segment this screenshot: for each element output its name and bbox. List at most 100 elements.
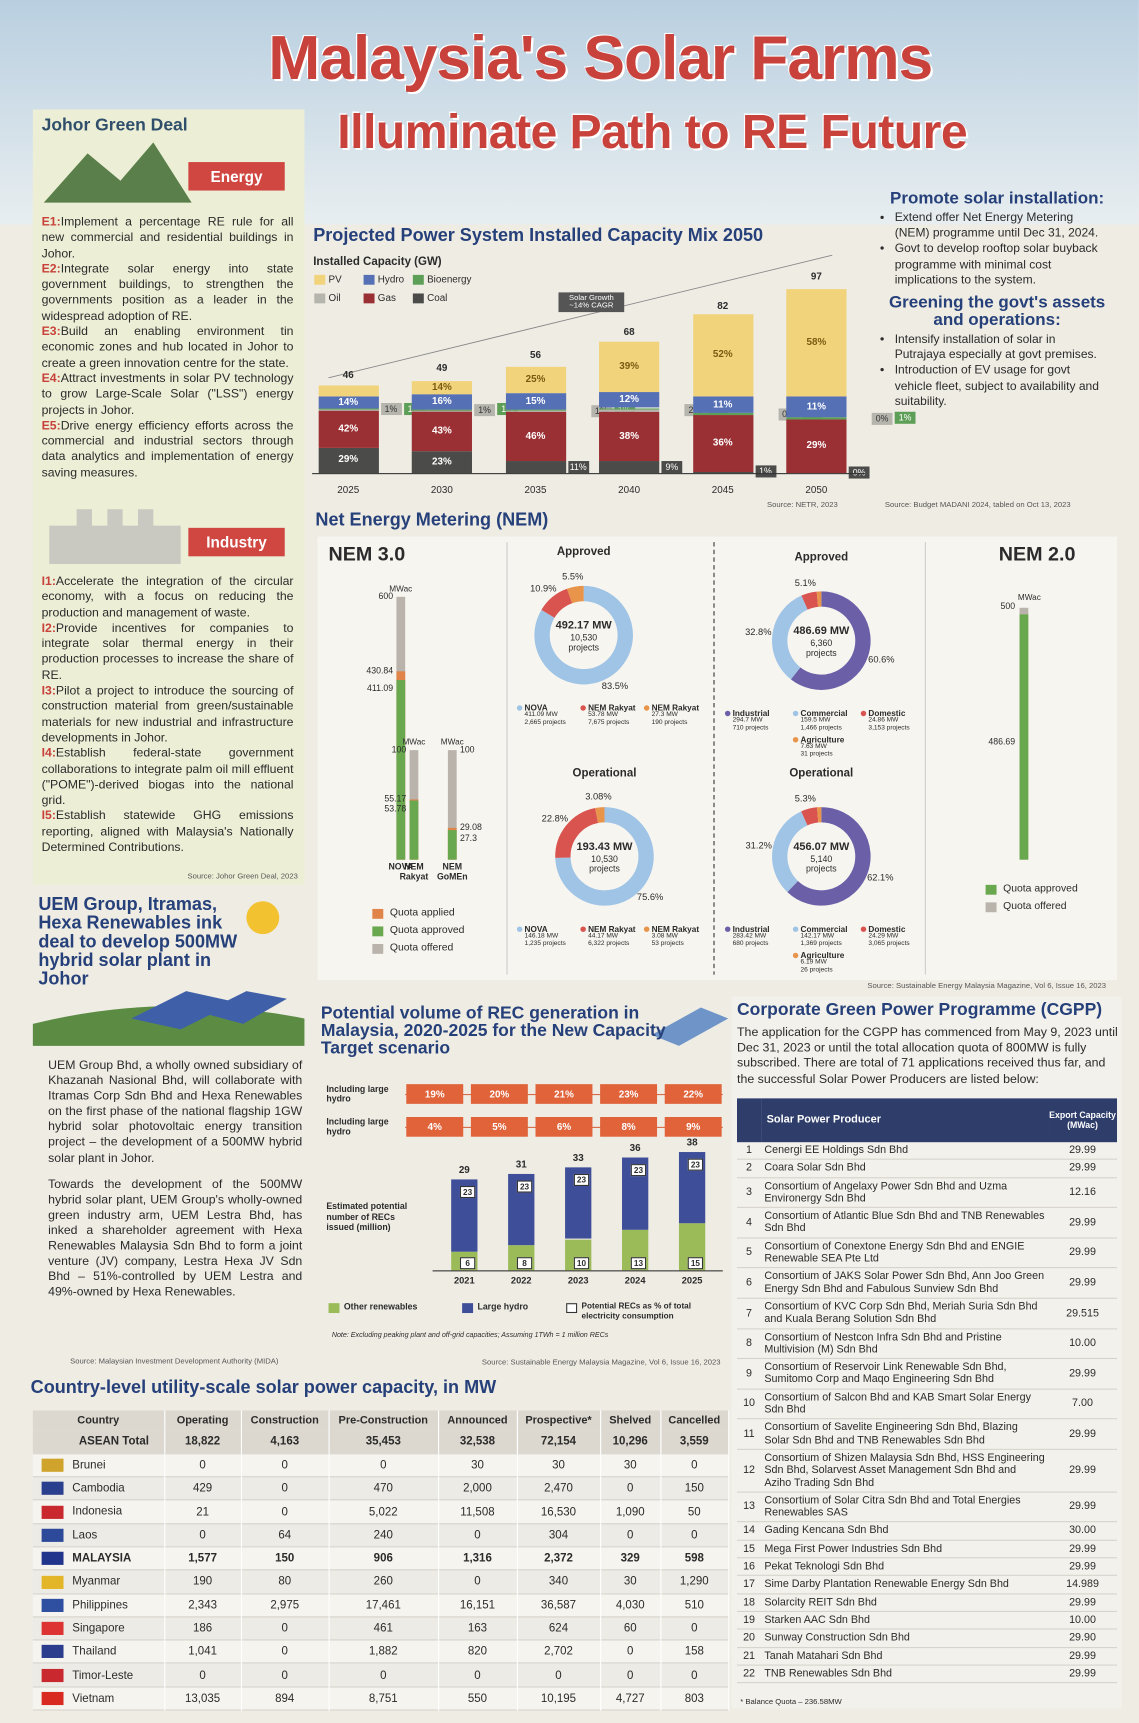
bar-segment xyxy=(505,461,565,473)
table-cell: 64 xyxy=(241,1523,329,1546)
table-cell: 29.99 xyxy=(1048,1665,1117,1683)
header-cell: Pre-Construction xyxy=(329,1410,439,1430)
value-label: 411.09 xyxy=(344,683,393,693)
table-row: Vietnam13,0358948,75155010,1954,727803 xyxy=(33,1687,728,1710)
cell-text: Brunei xyxy=(72,1458,105,1471)
table-row: 5Consortium of Conextone Energy Sdn Bhd … xyxy=(737,1238,1117,1268)
note: Note: Excluding peaking plant and off-gr… xyxy=(332,1332,608,1340)
table-cell: 13 xyxy=(737,1492,761,1522)
total-label: 38 xyxy=(679,1136,705,1147)
table-cell: 624 xyxy=(517,1617,600,1640)
table-cell: 29.99 xyxy=(1048,1492,1117,1522)
table-cell: 0 xyxy=(241,1640,329,1663)
cell-text: 64 xyxy=(278,1529,291,1542)
cell-text: Indonesia xyxy=(72,1505,122,1518)
cell-text: 0 xyxy=(691,1459,697,1472)
cell-text: 60 xyxy=(624,1622,637,1635)
item-text: Provide incentives for companies to inte… xyxy=(42,622,294,682)
x-tick-label: 2024 xyxy=(618,1275,653,1286)
x-tick-label: 2030 xyxy=(420,484,464,495)
table-cell: 186 xyxy=(164,1617,241,1640)
table-cell: 29.515 xyxy=(1048,1298,1117,1328)
cell-text: 894 xyxy=(275,1692,294,1705)
table-row: 11Consortium of Savelite Engineering Sdn… xyxy=(737,1419,1117,1449)
table-cell: 461 xyxy=(329,1617,439,1640)
bar-segment xyxy=(318,410,378,411)
value-label: 23 xyxy=(688,1158,703,1170)
item-code: I5: xyxy=(42,810,56,823)
table-cell: Consortium of Conextone Energy Sdn Bhd a… xyxy=(761,1238,1048,1268)
table-cell: 22 xyxy=(737,1665,761,1683)
table-row: Indonesia2105,02211,50816,5301,09050 xyxy=(33,1500,728,1523)
notes-heading: Promote solar installation: xyxy=(885,191,1109,209)
cell-text: 2,470 xyxy=(544,1482,573,1495)
section-title: Net Energy Metering (NEM) xyxy=(315,510,548,531)
cell-text: 186 xyxy=(193,1622,212,1635)
cell-text: 3,559 xyxy=(680,1435,709,1448)
donut-segment xyxy=(805,599,818,602)
cell-text: 1,577 xyxy=(188,1552,217,1565)
cell-text: Laos xyxy=(72,1528,97,1541)
bar xyxy=(410,801,419,860)
table-cell: 29.90 xyxy=(1048,1629,1117,1647)
notes-heading: Greening the govt's assets and operation… xyxy=(885,295,1109,330)
value-label: 14% xyxy=(326,396,370,407)
legend-detail: 3.08 MW xyxy=(652,933,678,940)
value-label: 43% xyxy=(420,425,464,436)
table-cell: Tanah Matahari Sdn Bhd xyxy=(761,1647,1048,1665)
value-label: 22% xyxy=(665,1084,722,1104)
legend-detail: 294.7 MW xyxy=(733,717,763,724)
cell-text: 0 xyxy=(691,1669,697,1682)
x-tick-label: 2022 xyxy=(504,1275,539,1286)
table-cell: Coara Solar Sdn Bhd xyxy=(761,1159,1048,1177)
value-label: 39% xyxy=(607,360,651,371)
value-label: 4% xyxy=(406,1117,463,1137)
cell-text: Myanmar xyxy=(72,1575,120,1588)
table-cell: 16 xyxy=(737,1558,761,1576)
value-label: 8 xyxy=(517,1257,532,1269)
table-cell: 510 xyxy=(660,1593,728,1616)
headline: UEM Group, Itramas, Hexa Renewables ink … xyxy=(38,896,262,989)
value-label: 25% xyxy=(514,374,558,385)
heading: Johor Green Deal xyxy=(42,116,188,136)
source: Source: NETR, 2023 xyxy=(701,502,838,510)
cell-text: 598 xyxy=(685,1552,704,1565)
legend-dot xyxy=(725,926,730,931)
table-cell: 5 xyxy=(737,1238,761,1268)
table-row: 2Coara Solar Sdn Bhd29.99 xyxy=(737,1159,1117,1177)
cell-text: 1,882 xyxy=(369,1645,398,1658)
table-cell: 11,508 xyxy=(438,1500,517,1523)
bullet: Intensify installation of solar in Putra… xyxy=(895,332,1110,363)
table-row: Thailand1,04101,8828202,7020158 xyxy=(33,1640,728,1663)
table-cell: 72,154 xyxy=(517,1430,600,1453)
table-row: ASEAN Total18,8224,16335,45332,53872,154… xyxy=(33,1430,728,1453)
table-cell: 11 xyxy=(737,1419,761,1449)
table-cell: 29.99 xyxy=(1048,1558,1117,1576)
x-tick-label: 2023 xyxy=(561,1275,596,1286)
donut-center: projects xyxy=(788,864,854,874)
axis-label: Estimated potential number of RECs issue… xyxy=(326,1201,425,1232)
total-label: 82 xyxy=(701,300,745,311)
cell-text: Thailand xyxy=(72,1645,116,1658)
value-label: 15% xyxy=(514,395,558,406)
cell-text: 0 xyxy=(691,1529,697,1542)
value-label: 5.5% xyxy=(553,570,592,581)
cell-text: 0 xyxy=(199,1529,205,1542)
table-row: Cambodia42904702,0002,4700150 xyxy=(33,1477,728,1500)
bar-segment xyxy=(505,411,565,412)
value-label: 21% xyxy=(536,1084,593,1104)
table-cell: 14 xyxy=(737,1522,761,1540)
table-cell: 30 xyxy=(600,1570,660,1593)
legend-swatch xyxy=(372,926,383,936)
legend-swatch xyxy=(566,1303,577,1313)
table-cell: 429 xyxy=(164,1477,241,1500)
cell-text: 0 xyxy=(380,1459,386,1472)
ribbon: Energy xyxy=(188,162,284,190)
table-cell: 240 xyxy=(329,1523,439,1546)
cell-text: 10,195 xyxy=(541,1692,576,1705)
table-row: Timor-Leste0000000 xyxy=(33,1663,728,1686)
value-label: 100 xyxy=(460,745,509,755)
item: E5:Drive energy efficiency efforts acros… xyxy=(42,418,294,481)
header-cell: Announced xyxy=(438,1410,517,1430)
cell-text: 72,154 xyxy=(541,1435,576,1448)
